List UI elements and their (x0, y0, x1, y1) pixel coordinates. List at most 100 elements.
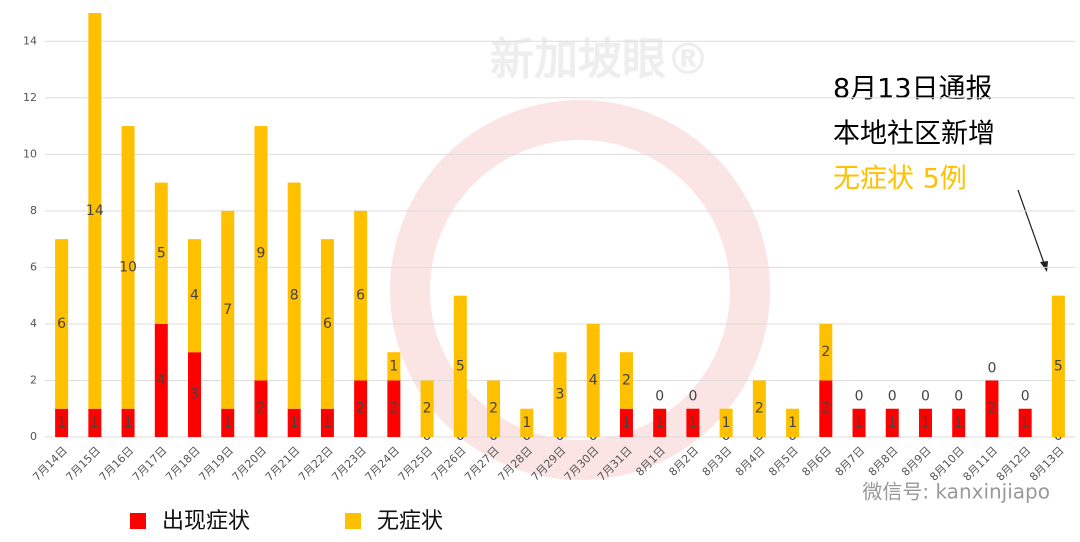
value-label: 1 (921, 415, 930, 431)
bar-segment (354, 210, 368, 381)
x-tick-label: 7月17日 (130, 444, 170, 484)
bar-segment (487, 380, 501, 437)
bar-segment (619, 408, 633, 437)
x-tick-label: 7月20日 (230, 444, 270, 484)
x-tick-label: 7月19日 (196, 444, 236, 484)
value-label: 1 (90, 415, 99, 431)
value-label: 1 (954, 415, 963, 431)
value-label: 1 (223, 415, 232, 431)
value-label: 4 (157, 372, 166, 388)
bar-segment (55, 239, 69, 409)
bar-segment (819, 380, 833, 437)
legend-label: 无症状 (377, 509, 443, 534)
bar-segment (121, 126, 135, 409)
bar-segment (453, 295, 467, 437)
x-tick-label: 7月14日 (30, 444, 70, 484)
y-tick-label: 12 (23, 91, 37, 104)
bar-segment (221, 408, 235, 437)
x-tick-label: 8月13日 (1027, 444, 1067, 484)
x-tick-label: 8月6日 (799, 444, 834, 479)
x-tick-label: 8月3日 (700, 444, 735, 479)
annotation-arrow (1017, 189, 1046, 267)
bar-segment (752, 380, 766, 437)
watermark-logo (390, 100, 770, 480)
value-label: 14 (86, 203, 104, 219)
value-label: 4 (190, 288, 199, 304)
bar-segment (154, 182, 168, 324)
y-tick-label: 0 (30, 430, 37, 443)
watermark: 新加坡眼® (490, 34, 710, 85)
annotation: 无症状 5例 (833, 164, 967, 195)
bar-segment (420, 380, 434, 437)
x-tick-label: 8月12日 (994, 444, 1034, 484)
value-label: 1 (57, 415, 66, 431)
y-tick-label: 6 (30, 260, 37, 273)
value-label: 2 (423, 401, 432, 417)
value-label: 2 (389, 401, 398, 417)
value-label: 0 (987, 360, 996, 376)
y-tick-label: 4 (30, 317, 37, 330)
y-tick-label: 10 (23, 147, 37, 160)
value-label: 2 (821, 401, 830, 417)
value-label: 2 (821, 344, 830, 360)
x-tick-label: 8月8日 (866, 444, 901, 479)
bar-segment (221, 210, 235, 409)
value-label: 4 (589, 372, 598, 388)
bar-segment (686, 408, 700, 437)
value-label: 2 (987, 401, 996, 417)
value-label: 1 (788, 415, 797, 431)
x-tick-label: 7月24日 (363, 444, 403, 484)
x-tick-label: 8月4日 (733, 444, 768, 479)
bar-segment (287, 408, 301, 437)
value-label: 2 (755, 401, 764, 417)
value-label: 5 (1054, 358, 1063, 374)
value-label: 6 (356, 288, 365, 304)
x-tick-label: 7月26日 (429, 444, 469, 484)
bar-segment (619, 352, 633, 409)
value-label: 1 (124, 415, 133, 431)
bar-segment (88, 13, 102, 409)
y-tick-label: 2 (30, 373, 37, 386)
value-label: 2 (622, 372, 631, 388)
x-tick-label: 7月16日 (97, 444, 137, 484)
bar-segment (254, 380, 268, 437)
x-tick-label: 7月21日 (263, 444, 303, 484)
value-label: 0 (1021, 389, 1030, 405)
value-label: 2 (257, 401, 266, 417)
value-label: 0 (921, 389, 930, 405)
bar-segment (653, 408, 667, 437)
bar-segment (520, 408, 534, 437)
bar-segment (885, 408, 899, 437)
value-label: 1 (290, 415, 299, 431)
x-tick-label: 7月25日 (396, 444, 436, 484)
bar-segment (952, 408, 966, 437)
value-label: 2 (356, 401, 365, 417)
value-label: 1 (722, 415, 731, 431)
value-label: 9 (257, 245, 266, 261)
value-label: 3 (556, 387, 565, 403)
value-label: 1 (888, 415, 897, 431)
bar-segment (354, 380, 368, 437)
value-label: 6 (57, 316, 66, 332)
bar-segment (819, 323, 833, 381)
bar-segment (786, 408, 800, 437)
bar-segment (719, 408, 733, 437)
footer: 微信号: kanxinjiapo (862, 480, 1050, 504)
legend-label: 出现症状 (162, 509, 250, 534)
bar-segment (1018, 408, 1032, 437)
annotation: 本地社区新增 (833, 119, 995, 150)
value-label: 6 (323, 316, 332, 332)
bar-segment (387, 380, 401, 437)
bar-segment (88, 408, 102, 437)
bar-segment (586, 323, 600, 437)
x-tick-label: 7月23日 (329, 444, 369, 484)
y-tick-label: 8 (30, 204, 37, 217)
value-label: 10 (119, 259, 137, 275)
x-tick-label: 8月7日 (833, 444, 868, 479)
bar-segment (387, 352, 401, 381)
value-label: 1 (323, 415, 332, 431)
bar-segment (1051, 295, 1065, 437)
value-label: 8 (290, 288, 299, 304)
